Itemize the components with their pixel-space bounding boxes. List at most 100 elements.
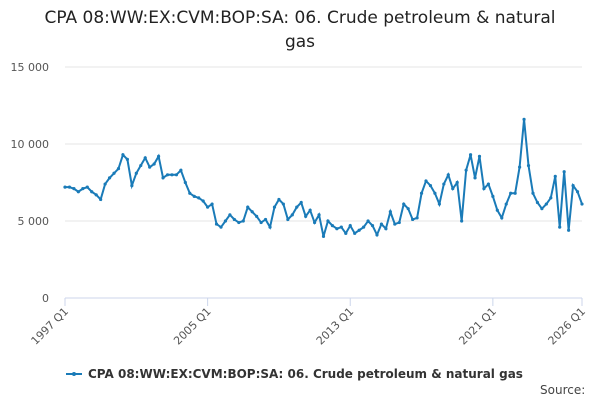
point [174, 173, 179, 177]
point [85, 185, 89, 189]
point [228, 213, 232, 217]
point [152, 162, 156, 166]
point [477, 154, 482, 158]
point [348, 224, 352, 228]
point [455, 180, 459, 185]
point [433, 191, 437, 195]
series-line [65, 119, 583, 238]
point [241, 219, 245, 223]
point [290, 213, 294, 217]
point [312, 220, 317, 225]
point [504, 202, 508, 206]
point [335, 227, 339, 231]
point [116, 167, 121, 171]
point [428, 183, 433, 188]
point [540, 207, 544, 211]
point [214, 222, 219, 226]
point [304, 214, 308, 218]
point [446, 173, 450, 177]
point [531, 191, 535, 195]
point [393, 222, 397, 226]
point [526, 163, 531, 168]
point [544, 202, 548, 206]
point [263, 217, 268, 222]
point [495, 208, 499, 212]
point [201, 199, 205, 203]
point [411, 217, 415, 222]
y-tick-label: 15 000 [11, 61, 50, 74]
point [419, 191, 424, 195]
point [72, 187, 76, 191]
point [384, 227, 388, 231]
point [188, 191, 192, 195]
point [148, 165, 152, 169]
point [134, 171, 138, 175]
point [518, 165, 522, 169]
point [90, 190, 94, 194]
point [451, 187, 455, 191]
point [580, 202, 584, 206]
point [460, 219, 464, 223]
point [259, 220, 263, 225]
point [281, 202, 285, 206]
point [277, 197, 281, 202]
point [223, 219, 228, 223]
point [81, 187, 85, 191]
point [437, 202, 441, 206]
point [388, 210, 392, 214]
point [375, 233, 379, 237]
point [339, 225, 343, 229]
point [170, 173, 174, 177]
point [246, 205, 250, 209]
point [509, 191, 513, 195]
point [424, 179, 428, 183]
point [237, 220, 241, 225]
point [161, 176, 165, 180]
point [308, 208, 312, 212]
point [121, 153, 125, 157]
point [473, 176, 477, 180]
point [94, 193, 98, 197]
source-label: Source: [540, 383, 585, 397]
point [575, 190, 580, 194]
point [156, 154, 161, 158]
point [139, 163, 143, 168]
point [402, 202, 406, 206]
point [353, 231, 357, 235]
legend-label: CPA 08:WW:EX:CVM:BOP:SA: 06. Crude petro… [88, 367, 523, 381]
point [567, 228, 571, 232]
y-tick-label: 0 [42, 292, 49, 305]
y-tick-label: 5 000 [18, 215, 50, 228]
x-tick-label: 2013 Q1 [314, 305, 357, 348]
point [272, 205, 277, 209]
point [482, 187, 486, 191]
point [76, 190, 80, 194]
x-tick-label: 1997 Q1 [29, 305, 72, 348]
legend-symbol [72, 372, 76, 376]
point [67, 185, 72, 189]
point [130, 183, 134, 188]
point [558, 225, 562, 229]
point [165, 173, 170, 177]
point [250, 210, 254, 214]
point [344, 231, 348, 235]
point [370, 224, 375, 228]
point [500, 216, 504, 220]
point [513, 191, 517, 195]
point [562, 170, 566, 174]
point [210, 202, 214, 206]
point [330, 224, 335, 228]
point [366, 219, 370, 223]
point [295, 205, 299, 209]
point [192, 194, 196, 198]
point [362, 225, 366, 229]
point [357, 228, 361, 232]
point [112, 171, 116, 175]
point [522, 117, 526, 121]
point [468, 153, 473, 157]
point [321, 234, 326, 238]
point [549, 196, 553, 200]
point [397, 220, 401, 225]
y-tick-label: 10 000 [11, 138, 50, 151]
point [103, 182, 107, 186]
